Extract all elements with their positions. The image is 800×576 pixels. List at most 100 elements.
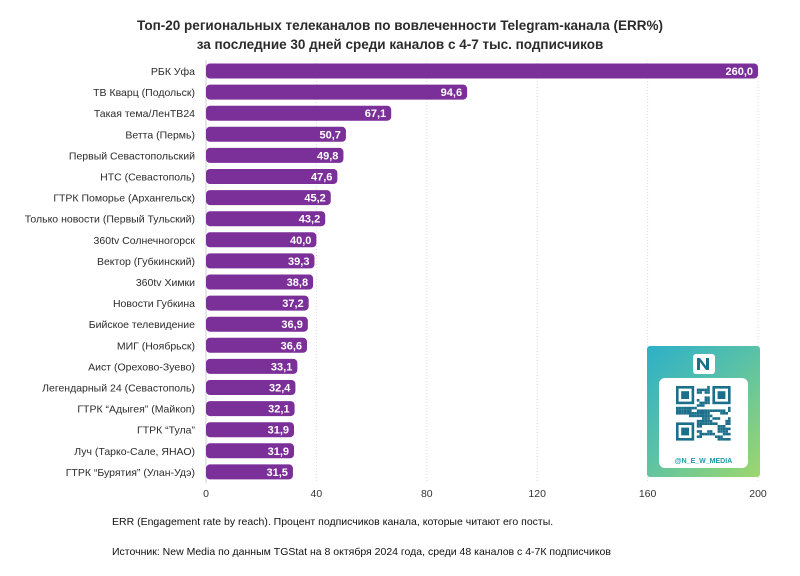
qr-module <box>678 409 682 412</box>
qr-module <box>704 396 708 399</box>
qr-module <box>728 438 731 441</box>
bar <box>206 126 346 142</box>
bar <box>206 358 298 374</box>
qr-module <box>696 412 700 415</box>
qr-module <box>717 391 726 399</box>
qr-module <box>681 391 689 399</box>
x-tick-label: 80 <box>421 488 433 500</box>
qr-module <box>689 406 692 410</box>
data-label: 39,3 <box>288 256 309 268</box>
qr-module <box>712 422 715 425</box>
qr-module <box>689 412 692 415</box>
qr-module <box>717 427 721 431</box>
footnote-err: ERR (Engagement rate by reach). Процент … <box>112 516 554 528</box>
qr-module <box>686 412 689 415</box>
data-label: 37,2 <box>282 298 303 310</box>
qr-module <box>699 404 702 407</box>
qr-module <box>725 438 728 441</box>
category-label: Аист (Орехово-Зуево) <box>88 361 195 373</box>
qr-module <box>712 432 715 436</box>
qr-module <box>696 425 700 428</box>
qr-module <box>722 427 726 431</box>
qr-module <box>694 414 697 418</box>
qr-module <box>699 412 702 415</box>
qr-module <box>720 412 723 415</box>
bar <box>206 401 295 417</box>
category-label: Только новости (Первый Тульский) <box>25 214 195 226</box>
new-media-logo-icon <box>693 354 715 374</box>
qr-module <box>704 432 708 436</box>
qr-module <box>702 401 705 405</box>
qr-module <box>707 412 710 415</box>
data-label: 43,2 <box>299 214 320 226</box>
qr-module <box>702 419 705 423</box>
qr-module <box>694 412 697 415</box>
qr-handle: @N_E_W_MEDIA <box>674 458 733 465</box>
x-tick-label: 0 <box>203 488 209 500</box>
qr-code[interactable]: @N_E_W_MEDIA <box>659 378 748 468</box>
qr-module <box>717 409 721 412</box>
bar <box>206 84 468 100</box>
bar <box>206 443 295 459</box>
x-tick-label: 160 <box>639 488 657 500</box>
category-label: ТВ Кварц (Подольск) <box>93 87 195 99</box>
qr-module <box>702 422 705 425</box>
qr-module <box>707 422 710 425</box>
data-label: 32,4 <box>269 383 291 395</box>
qr-module <box>709 414 713 418</box>
data-label: 40,0 <box>290 235 311 247</box>
x-tick-label: 120 <box>528 488 546 500</box>
qr-module <box>681 412 684 415</box>
qr-module <box>683 412 687 415</box>
qr-module <box>715 422 718 425</box>
qr-module <box>728 432 731 436</box>
qr-module <box>722 412 726 415</box>
qr-module <box>694 406 697 410</box>
category-label: МИГ (Ноябрьск) <box>117 340 195 352</box>
qr-module <box>722 438 726 441</box>
footnote-source: Источник: New Media по данным TGStat на … <box>112 546 611 558</box>
qr-module <box>676 406 679 410</box>
qr-module <box>728 417 731 420</box>
qr-module <box>696 391 700 394</box>
qr-module <box>699 401 702 405</box>
category-label: РБК Уфа <box>151 66 195 78</box>
qr-module <box>699 409 702 412</box>
qr-module <box>691 412 695 415</box>
category-label: 360tv Химки <box>136 277 195 289</box>
x-tick-label: 40 <box>311 488 323 500</box>
qr-module <box>696 430 700 433</box>
qr-module <box>728 422 731 425</box>
qr-module <box>709 432 713 436</box>
qr-module <box>728 419 731 423</box>
qr-module <box>691 406 695 410</box>
category-label: ГТРК “Адыгея” (Майкоп) <box>77 404 195 416</box>
category-label: ГТРК “Тула” <box>137 425 195 437</box>
bar <box>206 147 344 163</box>
bar <box>206 63 758 79</box>
qr-card[interactable]: @N_E_W_MEDIA <box>647 346 760 477</box>
qr-module <box>704 422 708 425</box>
chart-title-line2: за последние 30 дней среди каналов с 4-7… <box>196 37 604 52</box>
qr-module <box>704 401 708 405</box>
qr-module <box>696 435 700 438</box>
bar <box>206 232 317 248</box>
qr-module <box>720 430 723 433</box>
qr-module <box>676 412 679 415</box>
bar <box>206 274 314 290</box>
qr-module <box>696 419 700 423</box>
qr-module <box>681 427 689 436</box>
bar <box>206 337 308 353</box>
category-label: ГТРК Поморье (Архангельск) <box>53 193 195 205</box>
data-label: 31,9 <box>268 446 289 458</box>
data-label: 32,1 <box>268 404 289 416</box>
qr-module <box>683 406 687 410</box>
qr-module <box>728 427 731 431</box>
qr-module <box>702 432 705 436</box>
qr-module <box>709 430 713 433</box>
chart-title: Топ-20 региональных телеканалов по вовле… <box>0 16 800 54</box>
data-label: 49,8 <box>317 150 338 162</box>
data-label: 31,5 <box>267 467 288 479</box>
data-label: 45,2 <box>304 193 325 205</box>
